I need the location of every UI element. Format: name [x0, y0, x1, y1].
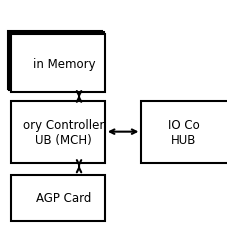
Bar: [9, 33, 103, 91]
Text: in Memory: in Memory: [32, 57, 95, 70]
FancyArrowPatch shape: [76, 160, 81, 173]
Bar: [11, 101, 104, 163]
Text: ory Controller
UB (MCH): ory Controller UB (MCH): [23, 118, 104, 146]
Bar: [11, 35, 104, 93]
Text: IO Co
HUB: IO Co HUB: [167, 118, 199, 146]
Bar: [141, 101, 227, 163]
Bar: [11, 175, 104, 221]
Bar: [8, 31, 102, 89]
Text: AGP Card: AGP Card: [36, 192, 91, 205]
FancyArrowPatch shape: [109, 130, 136, 134]
FancyArrowPatch shape: [76, 92, 81, 102]
